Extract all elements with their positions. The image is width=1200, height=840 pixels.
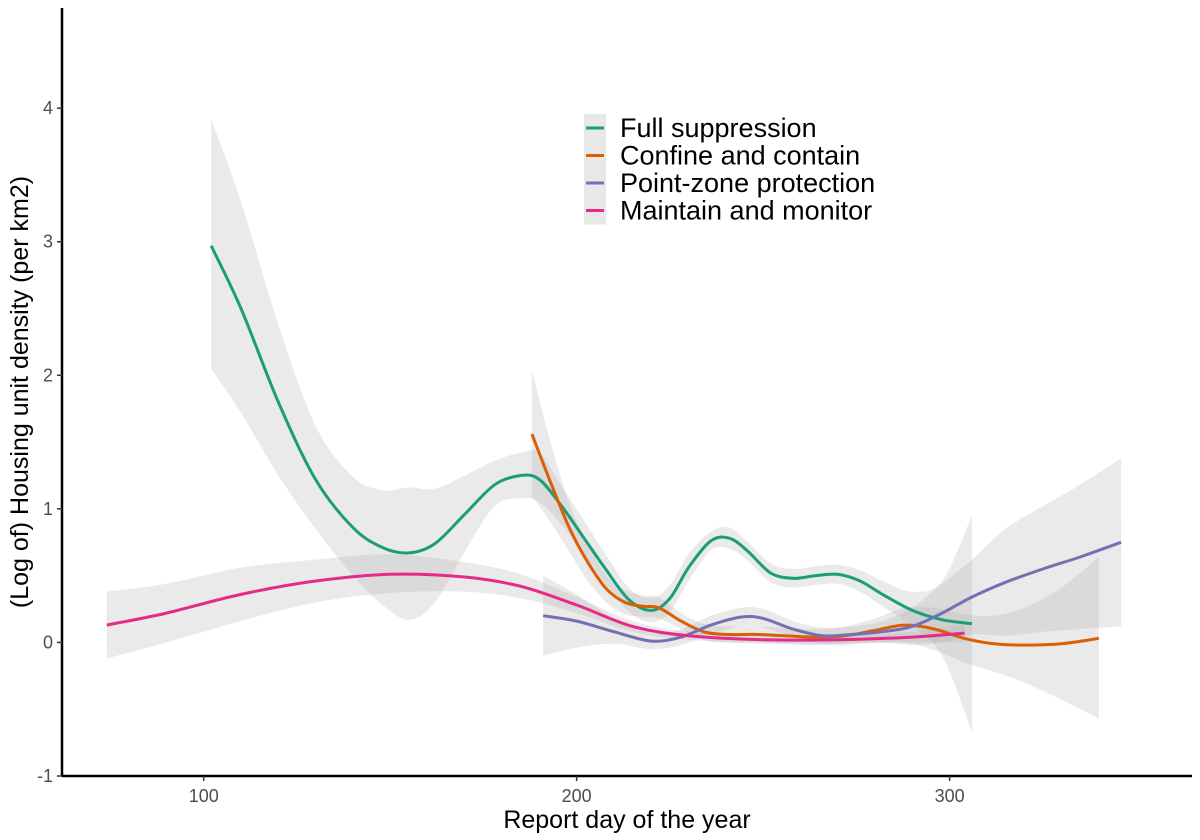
series-line-3	[106, 572, 965, 642]
axes	[60, 8, 1192, 778]
y-tick-label: 4	[43, 98, 53, 118]
series-line-2	[542, 540, 1122, 643]
series-line-0	[209, 245, 973, 626]
y-tick-label: 3	[43, 232, 53, 252]
y-tick-label: -1	[37, 766, 53, 786]
series-line-1	[530, 433, 1100, 647]
y-axis-title: (Log of) Housing unit density (per km2)	[6, 176, 34, 608]
ci-band-1	[531, 370, 1099, 719]
x-tick-label: 300	[935, 786, 965, 806]
series-lines	[106, 245, 1122, 647]
legend-label: Maintain and monitor	[620, 196, 872, 226]
legend-label: Confine and contain	[620, 141, 860, 171]
x-tick-label: 200	[562, 786, 592, 806]
x-tick-label: 100	[189, 786, 219, 806]
y-tick-label: 1	[43, 499, 53, 519]
y-tick-label: 0	[43, 632, 53, 652]
y-tick-label: 2	[43, 365, 53, 385]
ci-band-0	[211, 118, 972, 732]
ci-band-2	[543, 458, 1122, 656]
x-axis-title: Report day of the year	[503, 806, 750, 834]
legend-label: Full suppression	[620, 113, 817, 143]
legend-label: Point-zone protection	[620, 168, 875, 198]
axis-ticks: -1 0 1 2 3 4 100 200 300	[37, 98, 965, 806]
